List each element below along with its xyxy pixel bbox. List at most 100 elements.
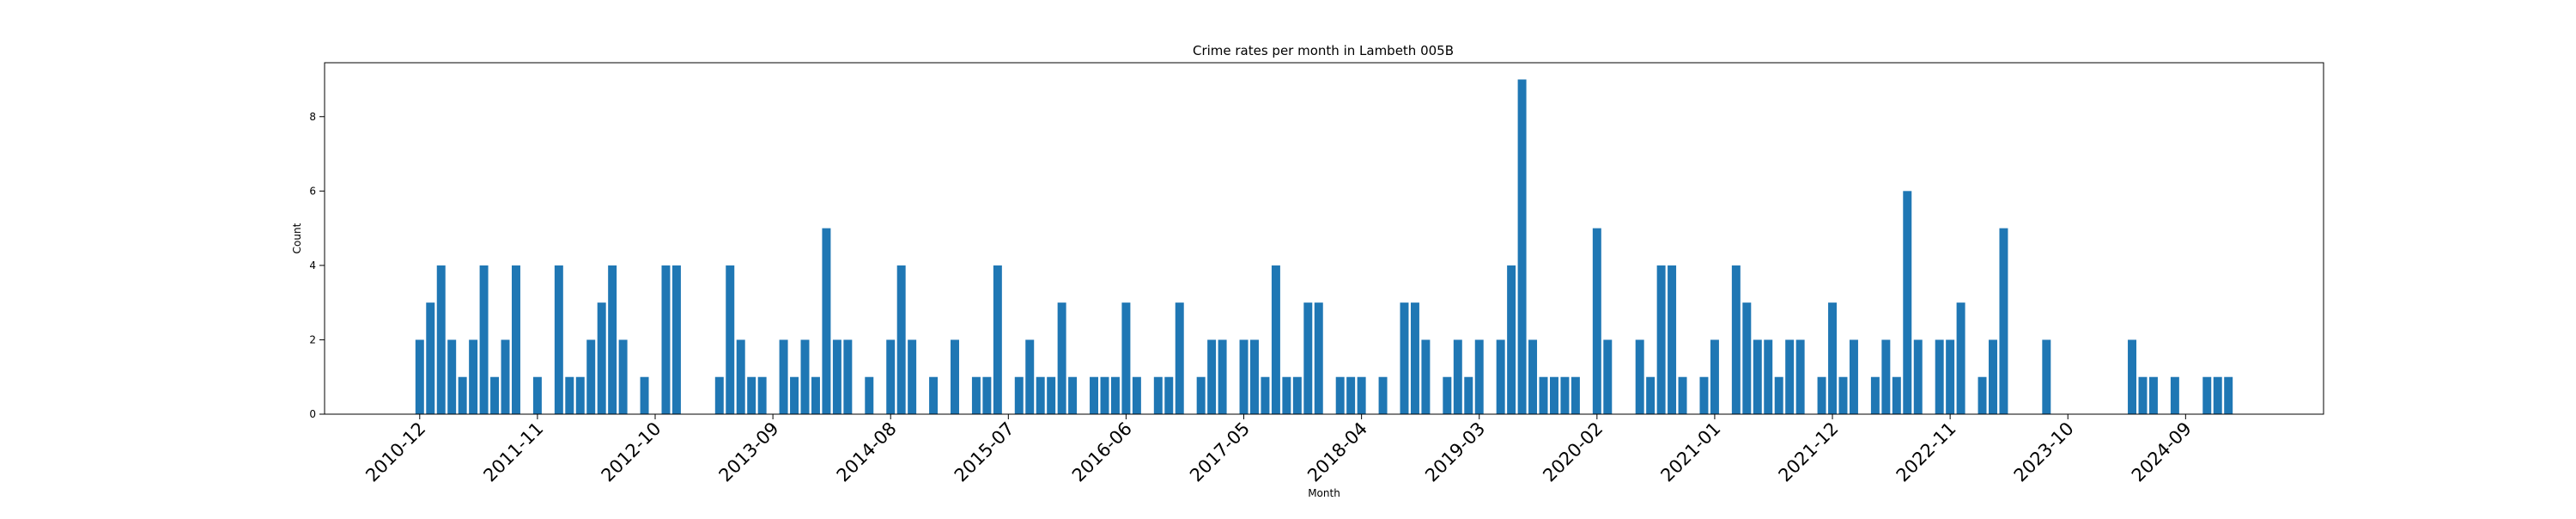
bar (1218, 339, 1227, 414)
bar (1378, 376, 1388, 414)
bar (1539, 376, 1548, 414)
bar (951, 339, 959, 414)
bar (1635, 339, 1644, 414)
plot-frame (324, 62, 2324, 415)
bar (2148, 376, 2158, 414)
bar (532, 376, 542, 414)
bar (426, 302, 435, 414)
y-axis-label: Count (291, 223, 303, 253)
bar (1400, 302, 1409, 414)
bar (1956, 302, 1965, 414)
bar (1892, 376, 1901, 414)
bar (779, 339, 788, 414)
bar (1464, 376, 1473, 414)
bar (1410, 302, 1419, 414)
y-tick-label: 6 (309, 185, 316, 197)
bar (1121, 302, 1131, 414)
bar (2170, 376, 2179, 414)
bar (640, 376, 649, 414)
bar (971, 376, 981, 414)
bar (1881, 339, 1891, 414)
bar (1474, 339, 1484, 414)
bar (2128, 339, 2137, 414)
x-axis-label: Month (1308, 487, 1340, 499)
bar (736, 339, 745, 414)
bar (1795, 339, 1805, 414)
bar (1935, 339, 1944, 414)
bar (1785, 339, 1795, 414)
bar (2224, 376, 2233, 414)
bar (1175, 302, 1184, 414)
bar (1742, 302, 1752, 414)
bar (554, 265, 563, 414)
bar (511, 265, 520, 414)
bar (982, 376, 992, 414)
bar (1132, 376, 1141, 414)
bar (1603, 339, 1613, 414)
bar (790, 376, 799, 414)
bar (1817, 376, 1826, 414)
y-tick-label: 8 (309, 111, 316, 123)
bar (1100, 376, 1109, 414)
bar (1421, 339, 1431, 414)
bar (618, 339, 628, 414)
bar (436, 265, 446, 414)
bar (822, 228, 831, 414)
bar (1036, 376, 1045, 414)
bar (1507, 265, 1516, 414)
bar (469, 339, 478, 414)
bar (1838, 376, 1848, 414)
chart-title: Crime rates per month in Lambeth 005B (1193, 43, 1454, 58)
bar (1068, 376, 1078, 414)
bar (1571, 376, 1580, 414)
bar (586, 339, 596, 414)
bar (671, 265, 681, 414)
bar (1303, 302, 1313, 414)
bar (1646, 376, 1656, 414)
bar (1989, 339, 1997, 414)
bar (1314, 302, 1323, 414)
bar (1668, 265, 1677, 414)
bar (1357, 376, 1366, 414)
bar (1335, 376, 1345, 414)
bar (1164, 376, 1174, 414)
bar (832, 339, 841, 414)
bar (2138, 376, 2148, 414)
bar (1903, 191, 1912, 414)
bar (896, 265, 906, 414)
y-axis-ticks: 0 2 4 6 8 (309, 111, 325, 420)
bar (1090, 376, 1099, 414)
bar (1592, 228, 1601, 414)
bar (1153, 376, 1163, 414)
y-tick-label: 0 (309, 408, 316, 420)
bar (757, 376, 767, 414)
bar (458, 376, 467, 414)
bar (726, 265, 735, 414)
bar (415, 339, 424, 414)
y-tick-label: 4 (309, 260, 316, 272)
bar (1443, 376, 1452, 414)
bar (1828, 302, 1838, 414)
bar (800, 339, 810, 414)
bar (1250, 339, 1259, 414)
bar (1978, 376, 1987, 414)
bar (1731, 265, 1741, 414)
bar (843, 339, 853, 414)
bar (2202, 376, 2212, 414)
bar (1292, 376, 1302, 414)
bar (1014, 376, 1024, 414)
bar (714, 376, 724, 414)
bar (1710, 339, 1719, 414)
bar (597, 302, 606, 414)
bar (811, 376, 820, 414)
bar (1453, 339, 1462, 414)
bar (1517, 79, 1527, 414)
bar (1753, 339, 1762, 414)
bar (1261, 376, 1270, 414)
bar (2213, 376, 2222, 414)
bar (1346, 376, 1356, 414)
bar (908, 339, 917, 414)
